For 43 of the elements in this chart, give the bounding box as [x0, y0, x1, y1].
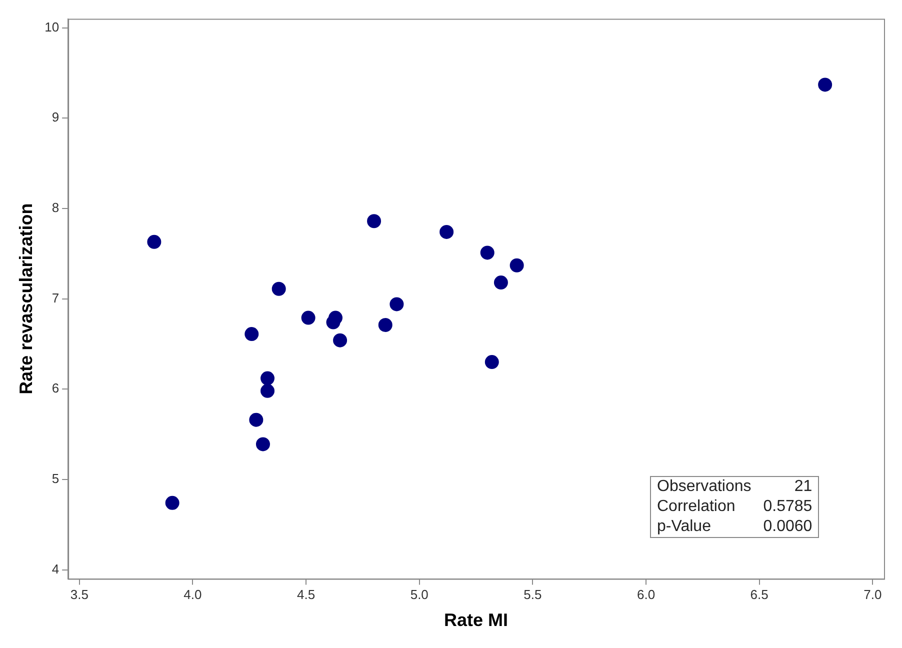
- point: [390, 297, 404, 312]
- point: [440, 224, 454, 239]
- annotation: 0.0060: [762, 517, 814, 537]
- point: [244, 327, 259, 342]
- y-tick-label: 8: [52, 200, 60, 216]
- y-tick-label: 9: [52, 110, 60, 125]
- annotation: 21: [793, 477, 814, 497]
- point: [301, 310, 316, 325]
- x-tick-label: 4.0: [184, 587, 202, 602]
- annotation: 0.5785: [762, 497, 814, 517]
- point: [165, 496, 180, 510]
- point: [260, 384, 275, 398]
- point: [256, 437, 270, 452]
- x-tick-label: 5.0: [410, 587, 428, 602]
- y-tick-label: 10: [44, 19, 60, 34]
- x-tick-label: 3.5: [70, 587, 88, 602]
- y-tick-label: 5: [52, 471, 60, 486]
- point: [272, 282, 286, 296]
- x-tick-label: 7.0: [864, 587, 882, 602]
- point: [510, 258, 524, 272]
- y-axis-title: Rate revascularization: [16, 203, 36, 394]
- point: [378, 318, 392, 332]
- point: [333, 333, 348, 348]
- point: [326, 315, 340, 330]
- x-tick-label: 6.0: [636, 587, 656, 602]
- annotation: p-Value: [656, 517, 712, 537]
- point: [147, 234, 162, 249]
- point: [480, 246, 494, 260]
- point: [249, 412, 264, 427]
- point: [494, 276, 508, 290]
- y-tick-label: 6: [52, 380, 60, 396]
- annotation: Observations: [656, 477, 752, 497]
- point: [260, 371, 275, 386]
- point: [367, 214, 382, 228]
- annotation: Correlation: [656, 497, 736, 517]
- point: [484, 355, 499, 370]
- x-axis-title: Rate MI: [444, 610, 508, 630]
- point: [818, 78, 832, 92]
- x-tick-label: 5.5: [524, 587, 542, 602]
- y-tick-label: 7: [52, 290, 60, 306]
- x-tick-label: 6.5: [750, 587, 768, 602]
- x-tick-label: 4.5: [297, 587, 316, 602]
- y-tick-label: 4: [52, 561, 60, 576]
